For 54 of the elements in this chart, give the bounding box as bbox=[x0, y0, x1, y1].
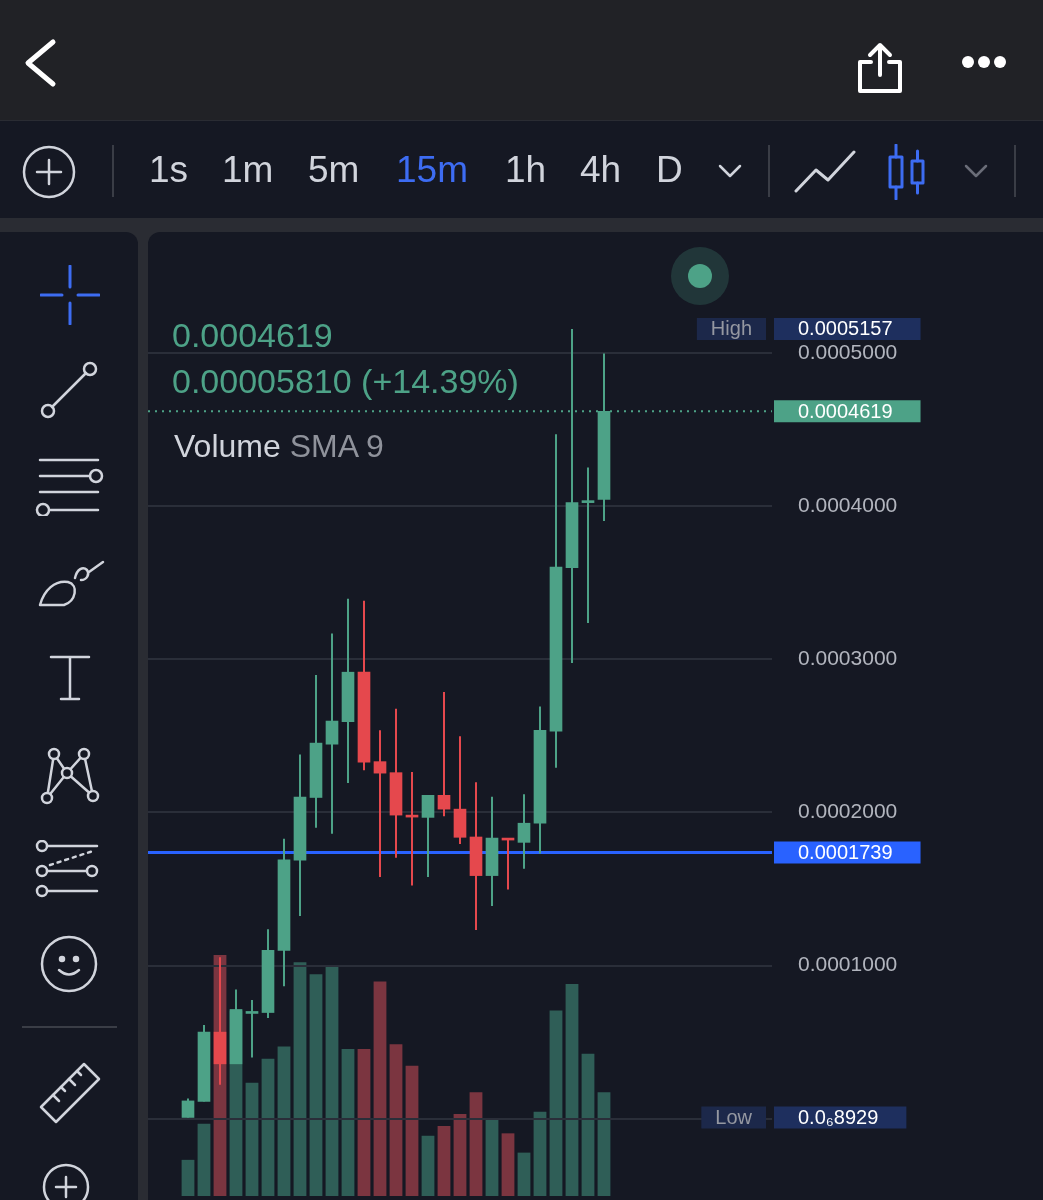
candlestick bbox=[517, 793, 531, 870]
bar bbox=[597, 1092, 611, 1196]
bar bbox=[277, 1046, 291, 1196]
bar bbox=[245, 1082, 259, 1196]
text: 4h bbox=[580, 149, 622, 191]
candlestick bbox=[181, 1097, 195, 1119]
bar bbox=[437, 1126, 451, 1196]
bar bbox=[469, 1092, 483, 1196]
text: D bbox=[656, 149, 683, 191]
bar bbox=[581, 1053, 595, 1196]
bar bbox=[453, 1114, 467, 1196]
bar bbox=[533, 1111, 547, 1196]
ref-line-label: 0.0004619 bbox=[798, 399, 893, 422]
bar bbox=[405, 1065, 419, 1196]
text: 1h bbox=[505, 149, 547, 191]
annotation: 0.0004619 bbox=[172, 315, 333, 355]
y-tick-label: 0.0001000 bbox=[798, 952, 898, 976]
annotation: 0.00005810 (+14.39%) bbox=[172, 361, 519, 401]
bar bbox=[341, 1048, 355, 1196]
bar bbox=[389, 1044, 403, 1196]
bar bbox=[421, 1135, 435, 1196]
bar bbox=[357, 1048, 371, 1196]
text: 0.0005157 bbox=[798, 317, 893, 340]
bar bbox=[373, 981, 387, 1196]
candlestick bbox=[437, 690, 451, 818]
candlestick bbox=[325, 632, 339, 835]
candlestick bbox=[421, 794, 435, 878]
candlestick bbox=[581, 466, 595, 624]
y-tick-label: 0.0003000 bbox=[798, 646, 898, 670]
candlestick bbox=[373, 729, 387, 878]
bar bbox=[181, 1159, 195, 1196]
bar bbox=[549, 1010, 563, 1196]
text: 15m bbox=[396, 149, 468, 191]
y-tick-label: 0.0005000 bbox=[798, 339, 898, 363]
candlestick bbox=[245, 998, 259, 1059]
bar bbox=[293, 962, 307, 1196]
y-tick-label: 0.0004000 bbox=[798, 492, 898, 516]
y-tick-label: 0.0002000 bbox=[798, 799, 898, 823]
bar bbox=[517, 1152, 531, 1196]
bar bbox=[565, 983, 579, 1196]
bar bbox=[485, 1118, 499, 1196]
annotation: High bbox=[710, 317, 752, 340]
bar bbox=[501, 1133, 515, 1196]
bar bbox=[325, 967, 339, 1196]
bar bbox=[261, 1058, 275, 1196]
text: 5m bbox=[308, 149, 360, 191]
bar bbox=[197, 1123, 211, 1196]
ref-line-label: 0.0001739 bbox=[798, 840, 893, 863]
text: 0.0₆8929 bbox=[798, 1105, 879, 1128]
text: 1s bbox=[149, 149, 189, 191]
bar bbox=[309, 974, 323, 1196]
annotation: Volume SMA 9 bbox=[174, 428, 384, 464]
annotation: Low bbox=[715, 1105, 753, 1128]
text: 1m bbox=[222, 149, 274, 191]
